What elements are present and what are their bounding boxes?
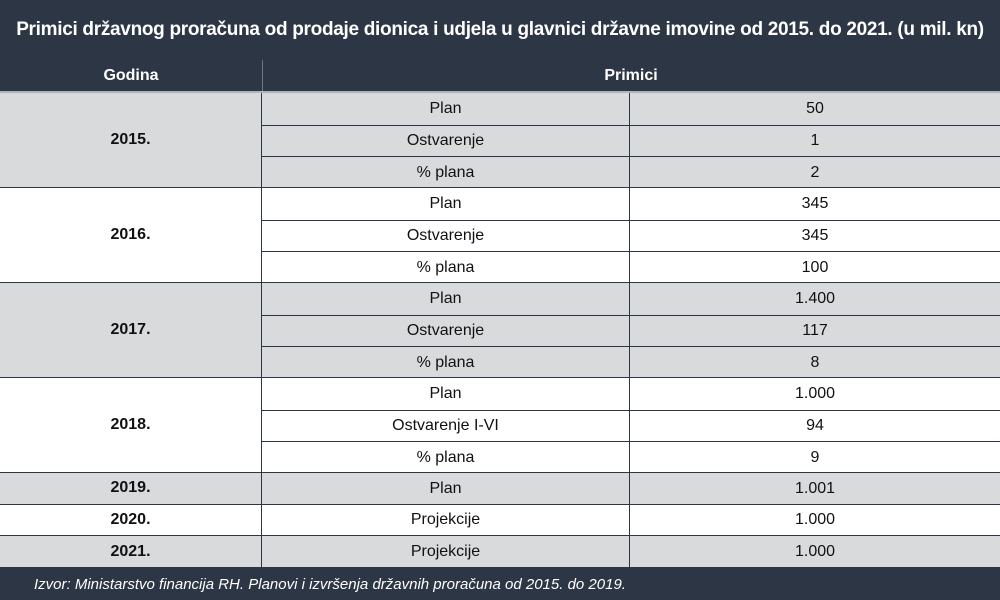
table-row: Plan 345 <box>262 187 1000 220</box>
table-row: % plana 8 <box>262 346 1000 378</box>
row-label: Ostvarenje <box>262 220 630 252</box>
row-value: 50 <box>806 99 824 117</box>
table-row: Ostvarenje I-VI 94 <box>262 409 1000 442</box>
row-label: Plan <box>262 377 630 410</box>
year-group: 2015. Plan 50 Ostvarenje 1 % plana 2 <box>0 93 1000 188</box>
table-row: Ostvarenje 1 <box>262 124 1000 157</box>
row-value: 1.400 <box>794 289 836 307</box>
year-cell: 2021. <box>0 536 262 567</box>
table-row: Projekcije 1.000 <box>262 504 1000 537</box>
year-group: 2021. Projekcije 1.000 <box>0 536 1000 568</box>
row-label: Plan <box>262 93 630 125</box>
table-body: 2015. Plan 50 Ostvarenje 1% plana 2 2016. Plan 3… <box>0 93 1000 568</box>
year-cell: 2015. <box>0 93 262 187</box>
table-row: % plana 100 <box>262 251 1000 283</box>
row-value: 2 <box>810 163 820 181</box>
row-label: Plan <box>262 282 630 315</box>
row-value: 8 <box>810 353 820 371</box>
row-value: 345 <box>801 194 829 212</box>
row-label: Plan <box>262 472 630 505</box>
row-value: 345 <box>801 226 829 244</box>
year-cell: 2020. <box>0 504 262 536</box>
table-row: Ostvarenje 345 <box>262 219 1000 252</box>
table-row: Plan 1.001 <box>262 472 1000 505</box>
row-label: % plana <box>262 157 630 188</box>
row-label: % plana <box>262 442 630 473</box>
year-cell: 2018. <box>0 377 262 472</box>
year-cell: 2017. <box>0 282 262 377</box>
table-row: Projekcije 1.000 <box>262 536 1000 568</box>
year-cell: 2019. <box>0 472 262 504</box>
year-group: 2018. Plan 1.000 Ostvarenje I-VI 94 % plana 9 <box>0 377 1000 473</box>
year-group: 2017. Plan 1.400 Ostvarenje 117 % plana 8 <box>0 282 1000 378</box>
row-label: Projekcije <box>262 504 630 537</box>
table-header: Godina Primici <box>0 60 1000 93</box>
row-label: % plana <box>262 347 630 378</box>
row-value: 9 <box>810 448 820 466</box>
year-cell: 2016. <box>0 187 262 282</box>
row-label: Ostvarenje I-VI <box>262 410 630 442</box>
row-value: 1.001 <box>794 479 836 497</box>
row-label: Projekcije <box>262 536 630 568</box>
row-value: 100 <box>801 258 829 276</box>
row-value: 94 <box>806 416 824 434</box>
header-receipts: Primici <box>604 66 658 84</box>
table-row: Plan 50 <box>262 93 1000 125</box>
row-value: 1.000 <box>794 543 836 561</box>
table-row: Plan 1.000 <box>262 377 1000 410</box>
year-group: 2020. Projekcije 1.000 <box>0 504 1000 537</box>
table-row: % plana 2 <box>262 156 1000 188</box>
header-year: Godina <box>0 60 263 91</box>
year-group: 2016. Plan 345 Ostvarenje 345 % plana 100 <box>0 187 1000 283</box>
table-row: Ostvarenje 117 <box>262 314 1000 347</box>
row-label: Plan <box>262 187 630 220</box>
row-value: 1.000 <box>794 511 836 529</box>
table-row: Plan 1.400 <box>262 282 1000 315</box>
table-row: % plana 9 <box>262 441 1000 473</box>
row-value: 1 <box>810 131 820 149</box>
row-label: Ostvarenje <box>262 315 630 347</box>
row-value: 1.000 <box>794 384 836 402</box>
row-value: 117 <box>802 321 828 339</box>
row-label: % plana <box>262 252 630 283</box>
row-label: Ostvarenje <box>262 125 630 157</box>
table-title: Primici državnog proračuna od prodaje di… <box>0 0 1000 61</box>
source-note: Izvor: Ministarstvo financija RH. Planov… <box>34 575 626 593</box>
year-group: 2019. Plan 1.001 <box>0 472 1000 505</box>
